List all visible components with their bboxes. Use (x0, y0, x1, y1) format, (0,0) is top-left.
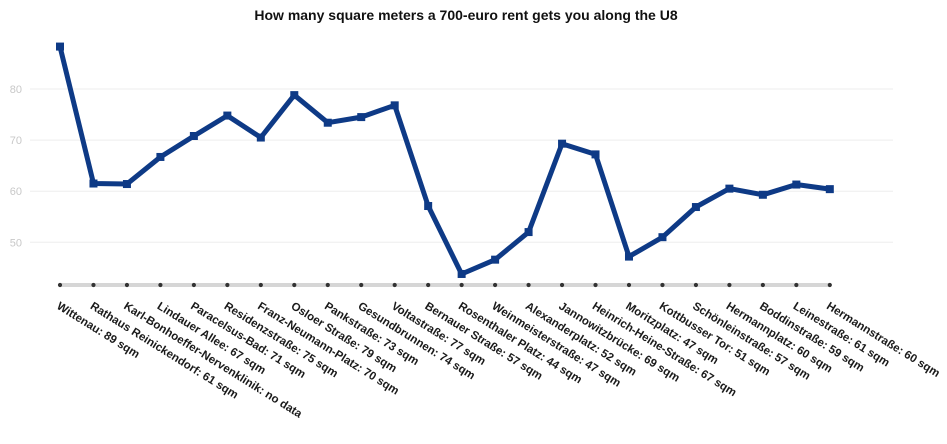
series-line (57, 44, 833, 277)
data-point (792, 180, 801, 189)
x-axis-dot (392, 282, 397, 288)
data-point (825, 185, 834, 194)
x-axis-dot (158, 282, 163, 288)
data-point (56, 42, 64, 51)
data-point (491, 255, 500, 264)
x-axis-dot (325, 282, 330, 288)
x-axis-dot (526, 282, 531, 288)
data-point (156, 152, 165, 161)
x-axis-dot (258, 282, 263, 288)
data-point (357, 113, 366, 122)
x-axis-dot (225, 282, 230, 288)
x-axis-dot (57, 282, 63, 288)
x-axis-dot (559, 282, 565, 288)
series-layer (56, 42, 834, 278)
data-point (558, 139, 567, 148)
data-point (223, 111, 232, 120)
x-axis-dot (124, 282, 130, 288)
x-axis-dot (760, 282, 765, 288)
y-tick-label: 60 (10, 186, 22, 198)
data-point (457, 269, 466, 278)
data-point (189, 132, 198, 141)
x-axis-dot (660, 282, 665, 288)
x-axis-dot (493, 282, 498, 288)
data-point (658, 233, 667, 242)
x-axis-dot (693, 282, 699, 288)
x-axis-dot (794, 282, 799, 288)
x-axis-dot (191, 282, 196, 288)
y-tick-label: 80 (10, 84, 22, 96)
data-point (390, 101, 399, 110)
x-axis-dot (359, 282, 364, 288)
data-point (256, 133, 265, 142)
x-axis-dot (292, 282, 297, 288)
data-point (758, 190, 767, 199)
data-point (424, 202, 433, 211)
x-axis-dot (727, 282, 732, 288)
data-point (122, 180, 131, 189)
data-point (691, 203, 700, 212)
y-axis-ticks: 50 60 70 80 (10, 84, 22, 249)
data-point (323, 118, 332, 127)
x-axis-dot (91, 282, 96, 288)
x-axis-dot (459, 282, 464, 288)
gridlines (30, 88, 893, 243)
x-axis-dot (426, 282, 431, 288)
data-point (591, 150, 600, 159)
x-axis-dot (827, 282, 832, 288)
data-point (524, 228, 533, 237)
x-axis-dot (593, 282, 598, 288)
x-axis-dot (626, 282, 632, 288)
data-point (290, 91, 299, 100)
y-tick-label: 70 (10, 135, 22, 147)
y-tick-label: 50 (10, 237, 22, 249)
data-point (725, 184, 734, 193)
data-point (89, 179, 98, 188)
chart-title: How many square meters a 700-euro rent g… (254, 7, 677, 23)
data-point (624, 252, 633, 261)
x-axis (57, 282, 832, 288)
